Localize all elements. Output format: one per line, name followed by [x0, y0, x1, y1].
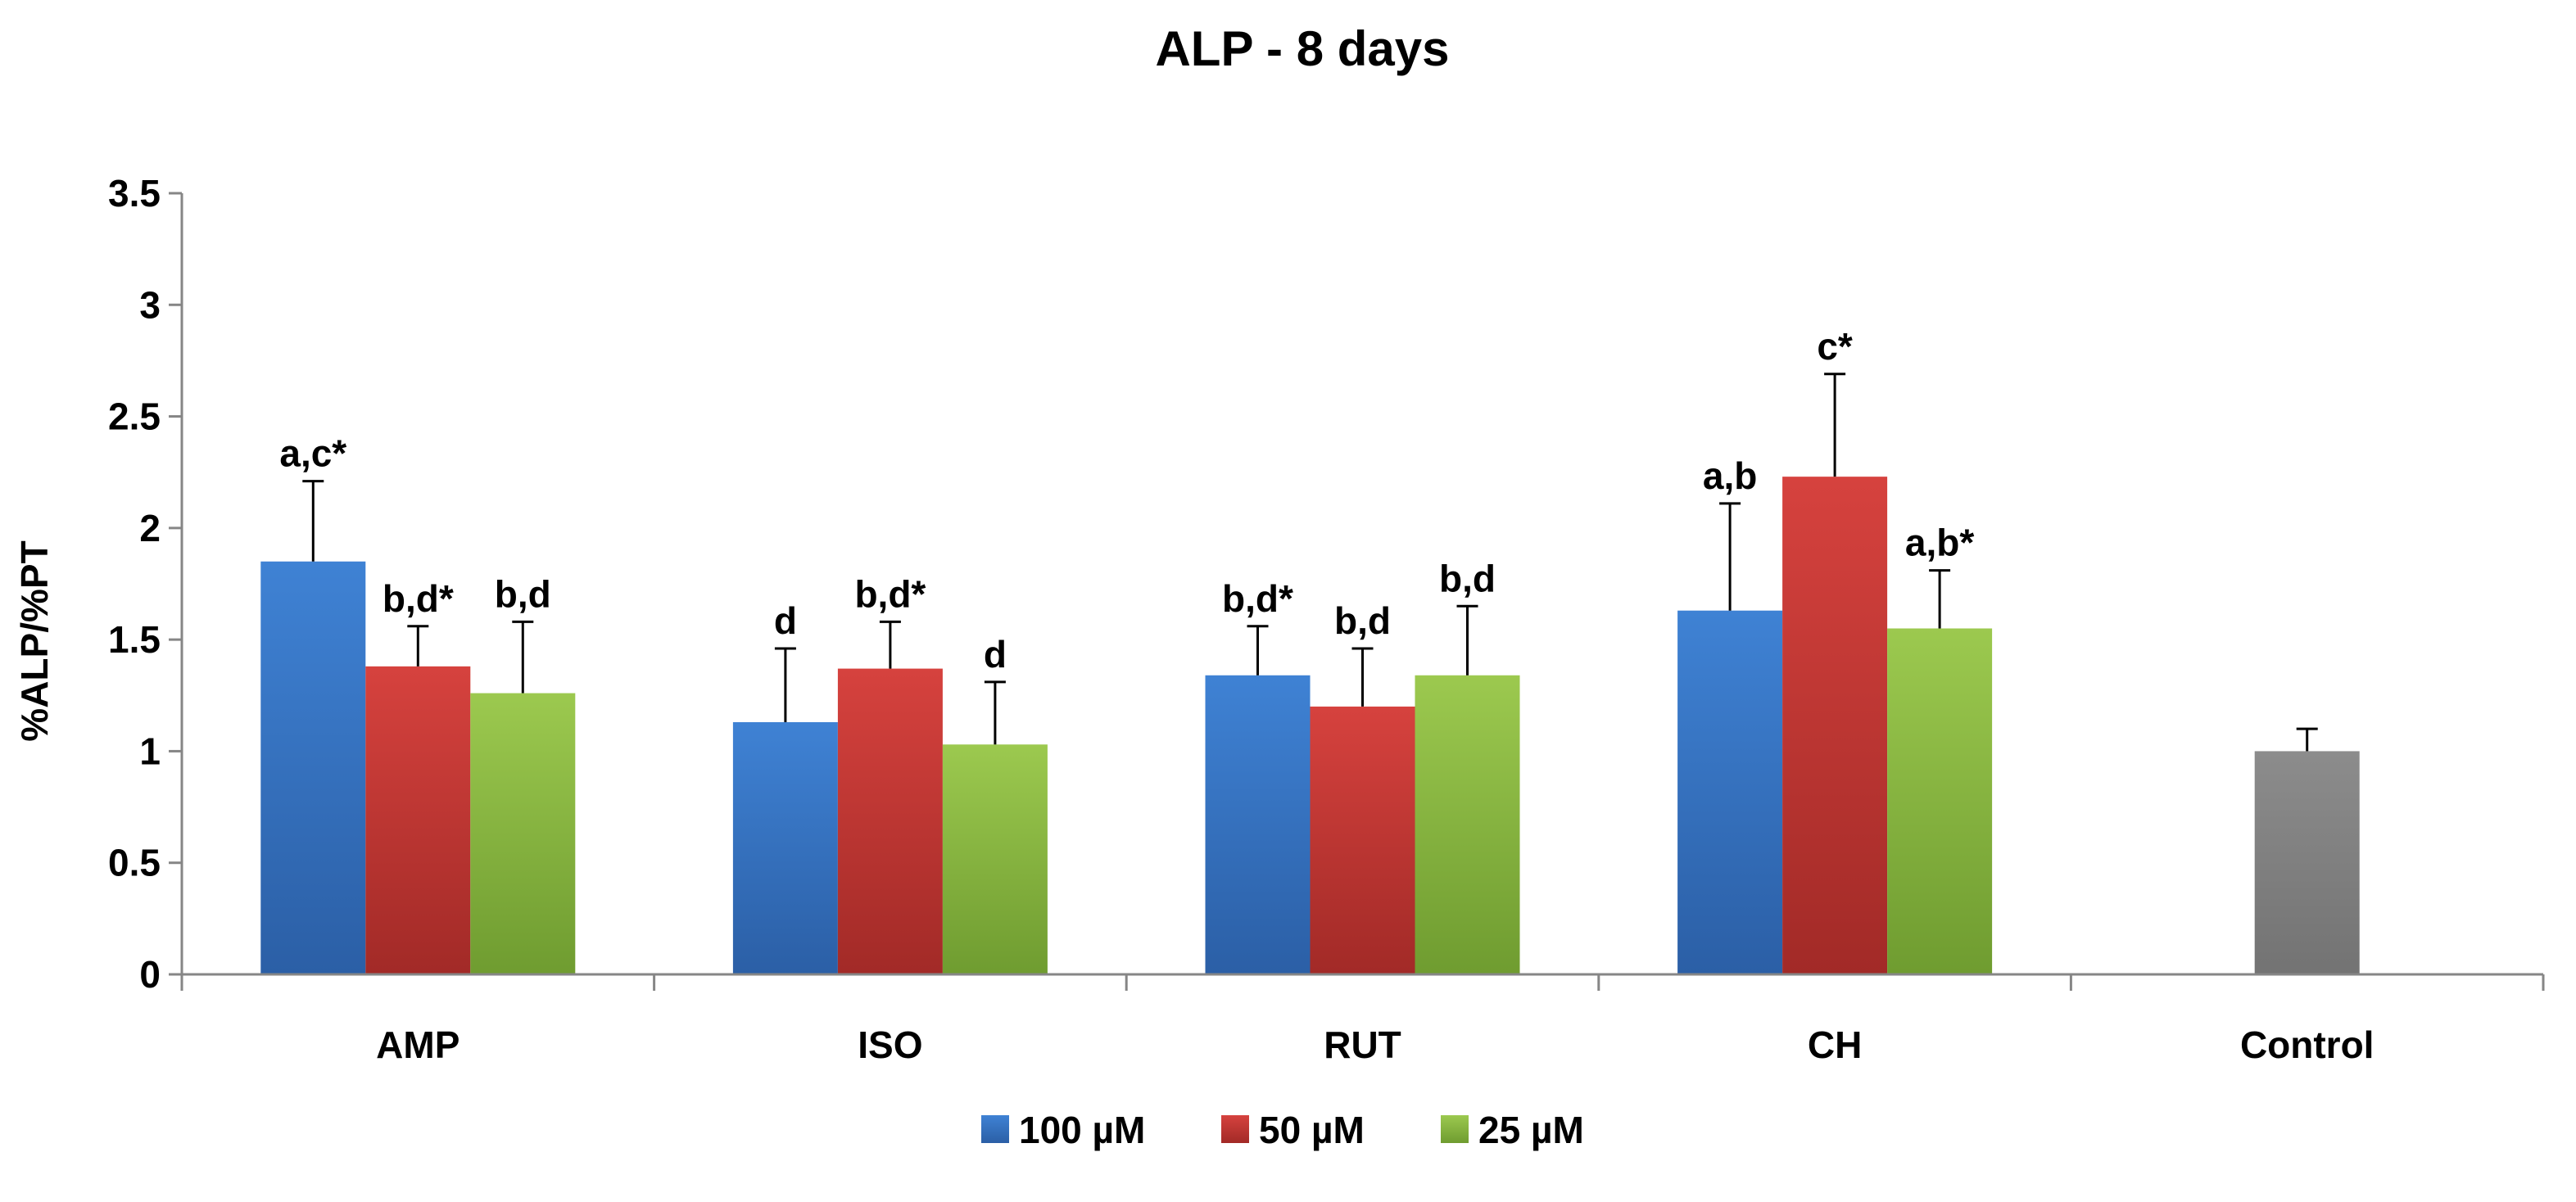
bar-rut-0 — [1205, 675, 1311, 974]
legend-label: 100 µM — [1019, 1109, 1145, 1151]
bar-iso-0 — [732, 721, 838, 974]
bar-annotation: a,b* — [1905, 522, 1974, 564]
y-tick-label: 0.5 — [108, 842, 161, 884]
y-tick-label: 2 — [139, 507, 161, 549]
bar-annotation: d — [774, 599, 797, 642]
bar-ch-2 — [1887, 628, 1993, 974]
legend-label: 50 µM — [1259, 1109, 1365, 1151]
legend: 100 µM 50 µM 25 µM — [981, 1109, 1584, 1151]
error-bars-group — [302, 373, 2318, 752]
category-label: AMP — [376, 1024, 460, 1066]
bar-annotation: d — [984, 633, 1007, 676]
bar-annotation: b,d — [495, 572, 551, 615]
bar-ch-0 — [1677, 610, 1783, 974]
bar-amp-2 — [470, 693, 576, 974]
bar-annotation: b,d* — [854, 572, 926, 615]
bar-annotation: b,d* — [1222, 577, 1293, 620]
bars-group — [260, 477, 2360, 974]
y-tick-label: 3.5 — [108, 172, 161, 215]
x-axis-ticks — [180, 974, 2545, 991]
bar-ch-1 — [1782, 477, 1888, 974]
chart-title: ALP - 8 days — [1155, 21, 1449, 76]
bar-annotation: b,d* — [383, 577, 454, 620]
bar-rut-2 — [1415, 675, 1520, 974]
bar-iso-1 — [837, 668, 943, 974]
bar-annotation: b,d — [1439, 557, 1496, 599]
category-label: ISO — [858, 1024, 922, 1066]
y-tick-label: 1.5 — [108, 618, 161, 661]
bar-annotation: c* — [1817, 325, 1853, 368]
y-tick-label: 3 — [139, 283, 161, 326]
legend-swatch — [981, 1115, 1009, 1143]
bar-annotation: a,c* — [279, 432, 346, 475]
bar-control — [2254, 751, 2360, 974]
category-label: RUT — [1324, 1024, 1401, 1066]
category-label: Control — [2240, 1024, 2375, 1066]
y-axis-label: %ALP/%PT — [13, 540, 56, 741]
y-tick-label: 1 — [139, 730, 161, 772]
significance-annotations: a,c* b,d* b,d d b,d* d b,d* b,d b,d a,b c* a,b* — [279, 325, 1974, 676]
bar-annotation: a,b — [1703, 454, 1757, 497]
bar-iso-2 — [942, 744, 1048, 974]
category-labels: AMP ISO RUT CH Control — [376, 1024, 2374, 1066]
y-tick-label: 0 — [139, 953, 161, 996]
y-axis-ticks: 0 0.5 1 1.5 2 2.5 3 3.5 — [108, 172, 182, 996]
bar-amp-0 — [260, 561, 366, 974]
y-tick-label: 2.5 — [108, 395, 161, 438]
category-label: CH — [1808, 1024, 1862, 1066]
legend-swatch — [1221, 1115, 1249, 1143]
legend-label: 25 µM — [1478, 1109, 1584, 1151]
bar-amp-1 — [365, 666, 471, 974]
bar-annotation: b,d — [1334, 599, 1391, 642]
legend-swatch — [1441, 1115, 1469, 1143]
bar-rut-1 — [1310, 706, 1415, 974]
